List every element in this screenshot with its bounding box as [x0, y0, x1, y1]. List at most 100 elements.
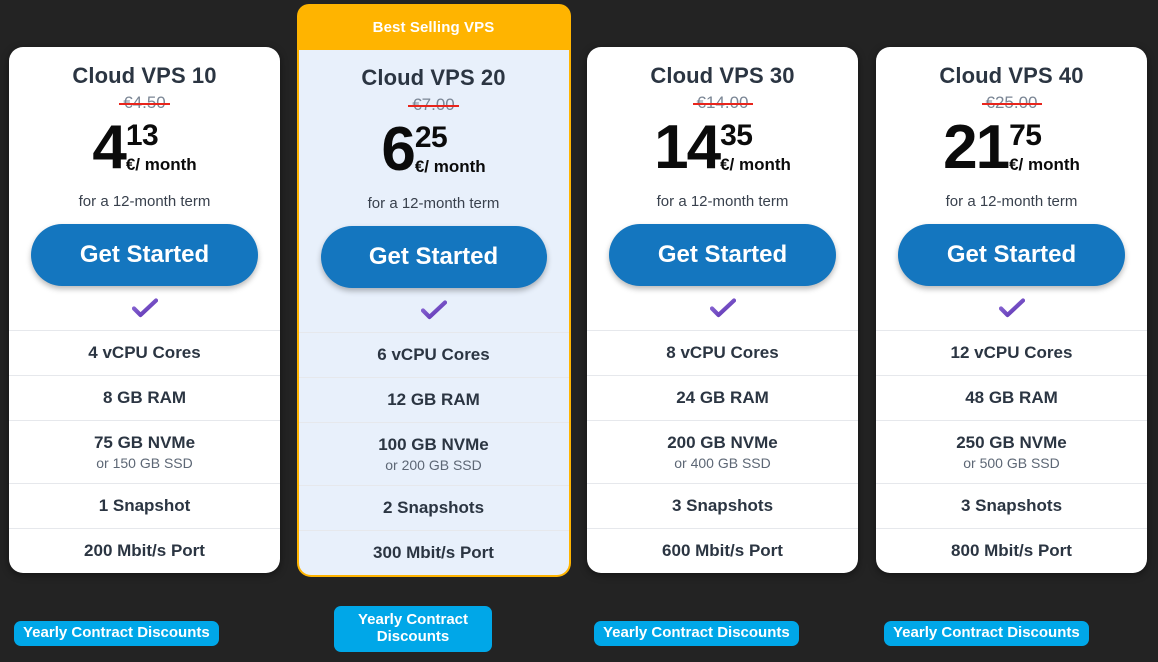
- check-icon: [420, 300, 447, 320]
- feature-row: 12 GB RAM: [298, 378, 569, 423]
- feature-row: 75 GB NVMe or 150 GB SSD: [9, 421, 280, 484]
- feature-main: 6 vCPU Cores: [377, 345, 490, 364]
- cta-wrapper: Get Started: [876, 210, 1147, 286]
- feature-list: 4 vCPU Cores 8 GB RAM 75 GB NVMe or 150 …: [9, 330, 280, 573]
- feature-sub: or 200 GB SSD: [385, 457, 482, 473]
- get-started-button[interactable]: Get Started: [898, 224, 1125, 286]
- feature-row: 2 Snapshots: [298, 486, 569, 531]
- feature-list: 12 vCPU Cores 48 GB RAM 250 GB NVMe or 5…: [876, 330, 1147, 573]
- plan-card-cloud-vps-30[interactable]: Cloud VPS 30 €14.00 14 35 €/ month for a…: [587, 47, 858, 573]
- feature-main: 4 vCPU Cores: [88, 343, 201, 362]
- feature-sub: or 400 GB SSD: [674, 455, 771, 471]
- feature-main: 200 GB NVMe: [667, 433, 778, 452]
- plan-term: for a 12-month term: [367, 195, 500, 212]
- feature-main: 1 Snapshot: [98, 496, 191, 515]
- feature-row: 48 GB RAM: [876, 376, 1147, 421]
- price-cents: 35: [720, 119, 753, 152]
- price-details: 25 €/ month: [415, 121, 486, 177]
- cta-wrapper: Get Started: [9, 210, 280, 286]
- cta-wrapper: Get Started: [299, 212, 569, 288]
- price-integer: 6: [381, 115, 416, 184]
- plan-price: 14 35 €/ month: [597, 113, 848, 182]
- feature-main: 250 GB NVMe: [956, 433, 1067, 452]
- feature-main: 24 GB RAM: [676, 388, 769, 407]
- price-unit: €/ month: [720, 155, 791, 174]
- plan-price: 6 25 €/ month: [309, 115, 559, 184]
- plan-card-cloud-vps-40[interactable]: Cloud VPS 40 €25.00 21 75 €/ month for a…: [876, 47, 1147, 573]
- plan-header: Cloud VPS 20 €7.00 6 25 €/ month for a 1…: [299, 49, 569, 212]
- check-icon: [998, 298, 1025, 318]
- feature-sub: or 500 GB SSD: [963, 455, 1060, 471]
- feature-row: 100 GB NVMe or 200 GB SSD: [298, 423, 569, 486]
- plan-old-price: €7.00: [408, 95, 459, 114]
- price-details: 13 €/ month: [126, 119, 197, 175]
- plan-title: Cloud VPS 30: [650, 63, 795, 88]
- feature-main: 3 Snapshots: [671, 496, 774, 515]
- feature-row: 4 vCPU Cores: [9, 331, 280, 376]
- plan-term: for a 12-month term: [945, 193, 1078, 210]
- feature-sub: or 150 GB SSD: [96, 455, 193, 471]
- price-unit: €/ month: [1009, 155, 1080, 174]
- feature-row: 6 vCPU Cores: [298, 333, 569, 378]
- price-details: 75 €/ month: [1009, 119, 1080, 175]
- price-integer: 4: [92, 113, 127, 182]
- cta-wrapper: Get Started: [587, 210, 858, 286]
- plan-column-cloud-vps-20: Best Selling VPS Cloud VPS 20 €7.00 6 25…: [289, 0, 578, 662]
- feature-main: 12 vCPU Cores: [950, 343, 1073, 362]
- feature-row: 8 GB RAM: [9, 376, 280, 421]
- yearly-discount-badge-4[interactable]: Yearly Contract Discounts: [884, 621, 1089, 646]
- price-details: 35 €/ month: [720, 119, 791, 175]
- plan-price: 4 13 €/ month: [19, 113, 270, 182]
- included-check-row: [587, 286, 858, 330]
- price-unit: €/ month: [414, 157, 486, 176]
- feature-main: 300 Mbit/s Port: [373, 543, 494, 562]
- feature-main: 8 vCPU Cores: [666, 343, 779, 362]
- yearly-discount-badge-2[interactable]: Yearly Contract Discounts: [334, 606, 492, 652]
- feature-row: 3 Snapshots: [587, 484, 858, 529]
- feature-row: 8 vCPU Cores: [587, 331, 858, 376]
- price-integer: 21: [943, 113, 1010, 182]
- feature-main: 200 Mbit/s Port: [84, 541, 205, 560]
- price-cents: 25: [414, 121, 448, 154]
- get-started-button[interactable]: Get Started: [31, 224, 258, 286]
- plan-old-price: €4.50: [119, 93, 170, 112]
- plan-header: Cloud VPS 30 €14.00 14 35 €/ month for a…: [587, 47, 858, 210]
- feature-row: 200 GB NVMe or 400 GB SSD: [587, 421, 858, 484]
- check-icon: [131, 298, 158, 318]
- feature-main: 12 GB RAM: [387, 390, 480, 409]
- feature-row: 12 vCPU Cores: [876, 331, 1147, 376]
- yearly-discount-badge-1[interactable]: Yearly Contract Discounts: [14, 621, 219, 646]
- get-started-button[interactable]: Get Started: [320, 226, 547, 288]
- feature-row: 24 GB RAM: [587, 376, 858, 421]
- feature-row: 300 Mbit/s Port: [299, 531, 569, 575]
- plan-card-cloud-vps-10[interactable]: Cloud VPS 10 €4.50 4 13 €/ month for a 1…: [9, 47, 280, 573]
- plan-term: for a 12-month term: [78, 193, 211, 210]
- plan-title: Cloud VPS 40: [939, 63, 1084, 88]
- feature-row: 600 Mbit/s Port: [587, 529, 858, 573]
- get-started-button[interactable]: Get Started: [609, 224, 836, 286]
- included-check-row: [9, 286, 280, 330]
- feature-row: 800 Mbit/s Port: [876, 529, 1147, 573]
- feature-row: 3 Snapshots: [876, 484, 1147, 529]
- feature-main: 3 Snapshots: [960, 496, 1063, 515]
- price-cents: 75: [1009, 119, 1042, 152]
- plan-title: Cloud VPS 20: [361, 65, 506, 90]
- price-integer: 14: [654, 113, 721, 182]
- feature-main: 8 GB RAM: [102, 388, 187, 407]
- price-unit: €/ month: [125, 155, 197, 174]
- plan-column-cloud-vps-30: Cloud VPS 30 €14.00 14 35 €/ month for a…: [578, 0, 867, 662]
- yearly-discount-badge-3[interactable]: Yearly Contract Discounts: [594, 621, 799, 646]
- feature-list: 8 vCPU Cores 24 GB RAM 200 GB NVMe or 40…: [587, 330, 858, 573]
- price-cents: 13: [125, 119, 159, 152]
- feature-row: 200 Mbit/s Port: [9, 529, 280, 573]
- plan-card-cloud-vps-20[interactable]: Cloud VPS 20 €7.00 6 25 €/ month for a 1…: [296, 49, 571, 577]
- feature-main: 100 GB NVMe: [378, 435, 489, 454]
- best-selling-ribbon: Best Selling VPS: [296, 4, 571, 50]
- plan-price: 21 75 €/ month: [886, 113, 1137, 182]
- plan-old-price: €25.00: [981, 93, 1042, 112]
- plan-column-cloud-vps-10: Cloud VPS 10 €4.50 4 13 €/ month for a 1…: [0, 0, 289, 662]
- included-check-row: [876, 286, 1147, 330]
- plan-header: Cloud VPS 40 €25.00 21 75 €/ month for a…: [876, 47, 1147, 210]
- plan-column-cloud-vps-40: Cloud VPS 40 €25.00 21 75 €/ month for a…: [867, 0, 1156, 662]
